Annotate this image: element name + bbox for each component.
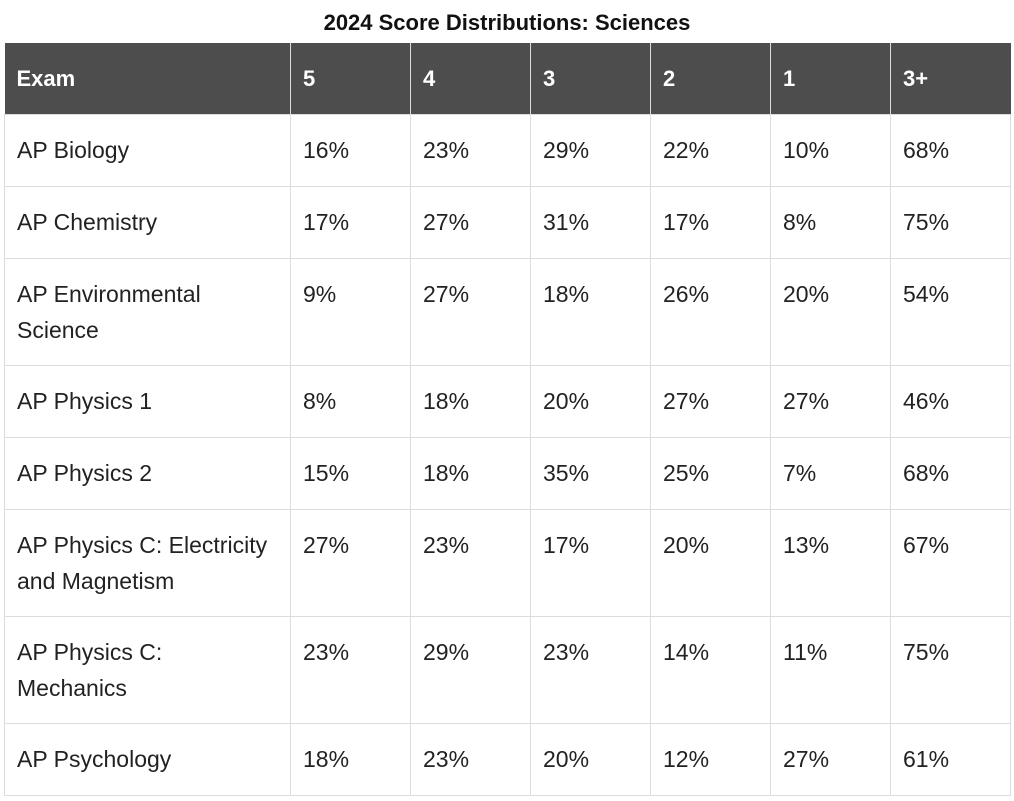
cell-score-3-plus: 68% (890, 114, 1011, 187)
cell-score-1: 27% (770, 723, 891, 796)
cell-score-3-plus: 54% (890, 258, 1011, 366)
table-row: AP Physics 1 8% 18% 20% 27% 27% 46% (4, 365, 1011, 438)
cell-score-2: 17% (650, 186, 771, 259)
header-score-2: 2 (650, 43, 771, 115)
cell-score-5: 18% (290, 723, 411, 796)
cell-score-4: 29% (410, 616, 531, 724)
cell-score-4: 18% (410, 437, 531, 510)
table-row: AP Biology 16% 23% 29% 22% 10% 68% (4, 114, 1011, 187)
cell-score-5: 27% (290, 509, 411, 617)
cell-score-2: 22% (650, 114, 771, 187)
table-body: AP Biology 16% 23% 29% 22% 10% 68% AP Ch… (4, 114, 1011, 796)
header-row: Exam 5 4 3 2 1 3+ (4, 43, 1011, 115)
cell-score-1: 8% (770, 186, 891, 259)
cell-score-1: 7% (770, 437, 891, 510)
cell-score-5: 9% (290, 258, 411, 366)
table-header: Exam 5 4 3 2 1 3+ (4, 43, 1011, 115)
exam-name: AP Biology (4, 114, 291, 187)
cell-score-5: 15% (290, 437, 411, 510)
cell-score-5: 17% (290, 186, 411, 259)
cell-score-3: 20% (530, 365, 651, 438)
cell-score-2: 27% (650, 365, 771, 438)
cell-score-2: 14% (650, 616, 771, 724)
cell-score-4: 23% (410, 723, 531, 796)
cell-score-2: 25% (650, 437, 771, 510)
exam-name: AP Physics C: Electricity and Magnetism (4, 509, 291, 617)
cell-score-3-plus: 68% (890, 437, 1011, 510)
header-score-4: 4 (410, 43, 531, 115)
cell-score-4: 27% (410, 258, 531, 366)
cell-score-2: 26% (650, 258, 771, 366)
cell-score-3: 20% (530, 723, 651, 796)
table-row: AP Psychology 18% 23% 20% 12% 27% 61% (4, 723, 1011, 796)
cell-score-4: 23% (410, 509, 531, 617)
exam-name: AP Physics 2 (4, 437, 291, 510)
header-score-3: 3 (530, 43, 651, 115)
table-row: AP Environmental Science 9% 27% 18% 26% … (4, 258, 1011, 366)
cell-score-3: 35% (530, 437, 651, 510)
cell-score-5: 16% (290, 114, 411, 187)
cell-score-5: 8% (290, 365, 411, 438)
cell-score-3: 31% (530, 186, 651, 259)
cell-score-3: 29% (530, 114, 651, 187)
cell-score-1: 10% (770, 114, 891, 187)
table-row: AP Chemistry 17% 27% 31% 17% 8% 75% (4, 186, 1011, 259)
cell-score-4: 27% (410, 186, 531, 259)
cell-score-5: 23% (290, 616, 411, 724)
table-row: AP Physics 2 15% 18% 35% 25% 7% 68% (4, 437, 1011, 510)
cell-score-3: 23% (530, 616, 651, 724)
cell-score-3-plus: 75% (890, 186, 1011, 259)
exam-name: AP Psychology (4, 723, 291, 796)
cell-score-3-plus: 46% (890, 365, 1011, 438)
cell-score-3-plus: 67% (890, 509, 1011, 617)
exam-name: AP Environmental Science (4, 258, 291, 366)
cell-score-2: 20% (650, 509, 771, 617)
cell-score-1: 20% (770, 258, 891, 366)
header-exam: Exam (4, 43, 291, 115)
cell-score-1: 27% (770, 365, 891, 438)
exam-name: AP Chemistry (4, 186, 291, 259)
exam-name: AP Physics C: Mechanics (4, 616, 291, 724)
cell-score-3-plus: 61% (890, 723, 1011, 796)
header-score-3-plus: 3+ (890, 43, 1011, 115)
cell-score-1: 11% (770, 616, 891, 724)
header-score-5: 5 (290, 43, 411, 115)
table-caption: 2024 Score Distributions: Sciences (323, 10, 691, 35)
cell-score-3-plus: 75% (890, 616, 1011, 724)
cell-score-2: 12% (650, 723, 771, 796)
exam-name: AP Physics 1 (4, 365, 291, 438)
table-row: AP Physics C: Mechanics 23% 29% 23% 14% … (4, 616, 1011, 724)
cell-score-3: 18% (530, 258, 651, 366)
cell-score-1: 13% (770, 509, 891, 617)
header-score-1: 1 (770, 43, 891, 115)
table-row: AP Physics C: Electricity and Magnetism … (4, 509, 1011, 617)
score-distribution-table: Exam 5 4 3 2 1 3+ AP Biology 16% 23% 29%… (4, 43, 1011, 796)
cell-score-4: 18% (410, 365, 531, 438)
cell-score-3: 17% (530, 509, 651, 617)
cell-score-4: 23% (410, 114, 531, 187)
